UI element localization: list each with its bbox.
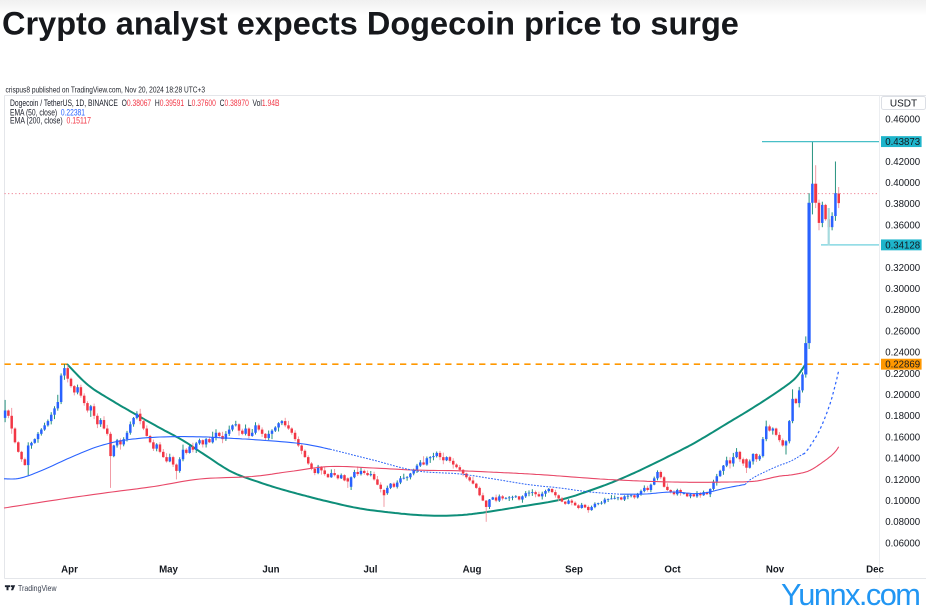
svg-text:Oct: Oct <box>664 565 681 576</box>
svg-text:0.20000: 0.20000 <box>885 390 920 401</box>
svg-text:0.46000: 0.46000 <box>885 115 920 126</box>
svg-text:0.40000: 0.40000 <box>885 178 920 189</box>
svg-text:0.24000: 0.24000 <box>885 348 920 359</box>
svg-text:0.32000: 0.32000 <box>885 263 920 274</box>
svg-text:0.28000: 0.28000 <box>885 305 920 316</box>
svg-text:Crypto analyst expects Dogecoi: Crypto analyst expects Dogecoin price to… <box>2 6 739 42</box>
svg-text:0.12000: 0.12000 <box>885 475 920 486</box>
svg-text:0.36000: 0.36000 <box>885 220 920 231</box>
svg-text:0.34128: 0.34128 <box>885 240 920 251</box>
svg-text:crispus8 published on TradingV: crispus8 published on TradingView.com, N… <box>6 85 206 94</box>
svg-text:Aug: Aug <box>463 565 482 576</box>
svg-text:Yunnx.com: Yunnx.com <box>781 577 919 612</box>
svg-text:0.06000: 0.06000 <box>885 538 920 549</box>
svg-text:Jun: Jun <box>262 565 279 576</box>
svg-text:EMA (50, close) 0.22381: EMA (50, close) 0.22381 <box>10 108 85 118</box>
svg-text:0.10000: 0.10000 <box>885 496 920 507</box>
svg-text:0.22869: 0.22869 <box>885 360 920 371</box>
svg-text:0.43873: 0.43873 <box>885 137 920 148</box>
svg-text:0.22000: 0.22000 <box>885 369 920 380</box>
svg-text:May: May <box>159 565 178 576</box>
svg-text:0.16000: 0.16000 <box>885 432 920 443</box>
svg-text:Nov: Nov <box>766 565 785 576</box>
svg-text:Apr: Apr <box>61 565 78 576</box>
svg-text:Dogecoin / TetherUS, 1D, BINAN: Dogecoin / TetherUS, 1D, BINANCE O0.3806… <box>10 98 280 108</box>
svg-text:0.42000: 0.42000 <box>885 157 920 168</box>
svg-text:0.26000: 0.26000 <box>885 326 920 337</box>
svg-text:Jul: Jul <box>364 565 378 576</box>
svg-text:0.08000: 0.08000 <box>885 517 920 528</box>
svg-text:0.30000: 0.30000 <box>885 284 920 295</box>
svg-text:EMA (200, close) 0.15117: EMA (200, close) 0.15117 <box>10 116 91 126</box>
svg-text:USDT: USDT <box>890 98 917 109</box>
svg-text:0.14000: 0.14000 <box>885 454 920 465</box>
svg-text:0.38000: 0.38000 <box>885 199 920 210</box>
svg-text:Dec: Dec <box>866 565 884 576</box>
svg-text:0.18000: 0.18000 <box>885 411 920 422</box>
svg-text:TradingView: TradingView <box>18 583 57 593</box>
svg-text:Sep: Sep <box>565 565 583 576</box>
